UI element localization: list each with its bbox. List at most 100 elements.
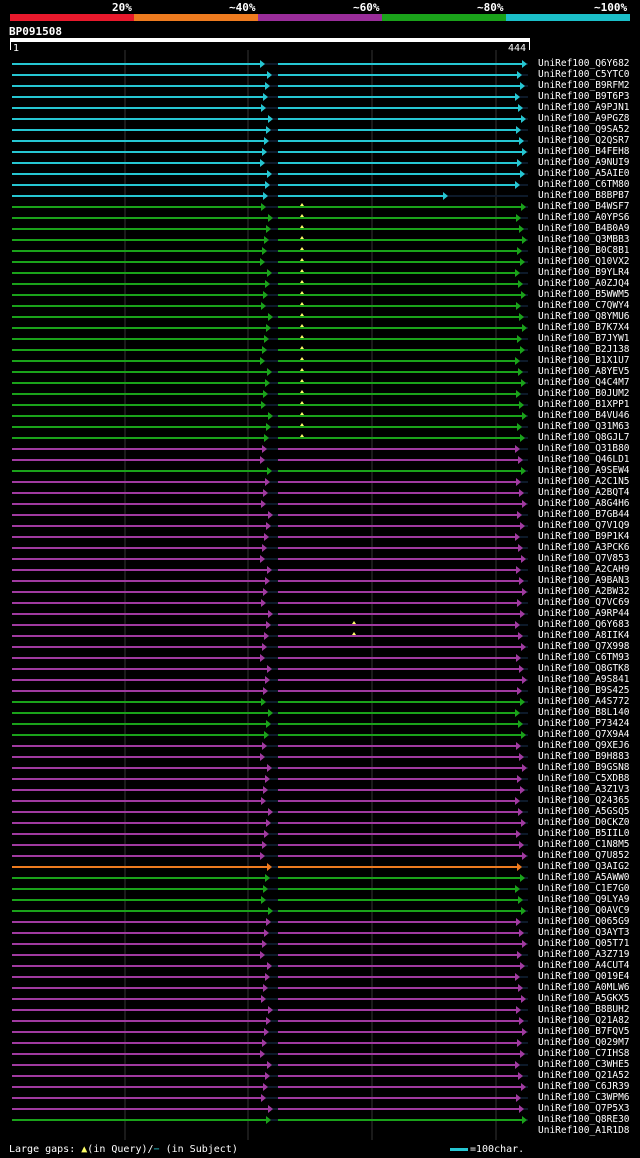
hit-label[interactable]: UniRef100_A8G4H6 <box>538 498 630 509</box>
hit-label[interactable]: UniRef100_A5GKX5 <box>538 993 630 1004</box>
query-gap-marker <box>300 269 304 272</box>
hit-label[interactable]: UniRef100_B8L140 <box>538 707 630 718</box>
hit-label[interactable]: UniRef100_D0CKZ0 <box>538 817 630 828</box>
hit-label[interactable]: UniRef100_B9T6P3 <box>538 91 630 102</box>
hit-label[interactable]: UniRef100_B2J138 <box>538 344 630 355</box>
hit-label[interactable]: UniRef100_A2BQT4 <box>538 487 630 498</box>
hit-label[interactable]: UniRef100_Q46LD1 <box>538 454 630 465</box>
hit-label[interactable]: UniRef100_P73424 <box>538 718 630 729</box>
hit-label[interactable]: UniRef100_B5WWM5 <box>538 289 630 300</box>
hit-label[interactable]: UniRef100_A0MLW6 <box>538 982 630 993</box>
hit-label[interactable]: UniRef100_A2CAH9 <box>538 564 630 575</box>
hit-label[interactable]: UniRef100_Q3AYT3 <box>538 927 630 938</box>
hit-label[interactable]: UniRef100_Q7X9A4 <box>538 729 630 740</box>
hit-label[interactable]: UniRef100_Q2QSR7 <box>538 135 630 146</box>
hit-label[interactable]: UniRef100_A9PGZ8 <box>538 113 630 124</box>
hit-label[interactable]: UniRef100_Q4C4M7 <box>538 377 630 388</box>
hit-arrow <box>521 291 526 299</box>
hit-label[interactable]: UniRef100_C5YTC0 <box>538 69 630 80</box>
hit-label[interactable]: UniRef100_B5IIL0 <box>538 828 630 839</box>
hit-label[interactable]: UniRef100_A0YPS6 <box>538 212 630 223</box>
hit-label[interactable]: UniRef100_B7K7X4 <box>538 322 630 333</box>
hit-label[interactable]: UniRef100_B1X1U7 <box>538 355 630 366</box>
hit-label[interactable]: UniRef100_C5XDB8 <box>538 773 630 784</box>
hit-label[interactable]: UniRef100_Q029M7 <box>538 1037 630 1048</box>
hit-label[interactable]: UniRef100_Q3MBB3 <box>538 234 630 245</box>
hit-label[interactable]: UniRef100_Q9LYA9 <box>538 894 630 905</box>
hit-label[interactable]: UniRef100_Q065G9 <box>538 916 630 927</box>
hit-label[interactable]: UniRef100_B7FQV5 <box>538 1026 630 1037</box>
hit-label[interactable]: UniRef100_Q24365 <box>538 795 630 806</box>
hit-label[interactable]: UniRef100_Q7VC69 <box>538 597 630 608</box>
hit-label[interactable]: UniRef100_B4WSF7 <box>538 201 630 212</box>
hit-label[interactable]: UniRef100_Q21A82 <box>538 1015 630 1026</box>
hit-label[interactable]: UniRef100_Q7U852 <box>538 850 630 861</box>
hit-label[interactable]: UniRef100_Q7V1Q9 <box>538 520 630 531</box>
hit-label[interactable]: UniRef100_Q05T71 <box>538 938 630 949</box>
hit-label[interactable]: UniRef100_C3WPM6 <box>538 1092 630 1103</box>
hit-label[interactable]: UniRef100_Q8GTK8 <box>538 663 630 674</box>
hit-label[interactable]: UniRef100_B9S425 <box>538 685 630 696</box>
hit-label[interactable]: UniRef100_A2BW32 <box>538 586 630 597</box>
hit-label[interactable]: UniRef100_A5AIE0 <box>538 168 630 179</box>
hit-label[interactable]: UniRef100_C6JR39 <box>538 1081 630 1092</box>
hit-label[interactable]: UniRef100_Q019E4 <box>538 971 630 982</box>
hit-label[interactable]: UniRef100_B9GSN8 <box>538 762 630 773</box>
hit-label[interactable]: UniRef100_Q6Y683 <box>538 619 630 630</box>
hit-label[interactable]: UniRef100_A8IIK4 <box>538 630 630 641</box>
hit-label[interactable]: UniRef100_B8BPB7 <box>538 190 630 201</box>
hit-label[interactable]: UniRef100_Q21A52 <box>538 1070 630 1081</box>
hit-label[interactable]: UniRef100_A3PCK6 <box>538 542 630 553</box>
hit-label[interactable]: UniRef100_A4S772 <box>538 696 630 707</box>
hit-label[interactable]: UniRef100_Q9SA52 <box>538 124 630 135</box>
hit-label[interactable]: UniRef100_B1XPP1 <box>538 399 630 410</box>
hit-label[interactable]: UniRef100_A9S841 <box>538 674 630 685</box>
hit-label[interactable]: UniRef100_B9H883 <box>538 751 630 762</box>
hit-label[interactable]: UniRef100_B4B0A9 <box>538 223 630 234</box>
hit-label[interactable]: UniRef100_C6TM93 <box>538 652 630 663</box>
hit-label[interactable]: UniRef100_A8YEV5 <box>538 366 630 377</box>
hit-label[interactable]: UniRef100_C1N8M5 <box>538 839 630 850</box>
hit-label[interactable]: UniRef100_A9PJN1 <box>538 102 630 113</box>
hit-label[interactable]: UniRef100_C3WHE5 <box>538 1059 630 1070</box>
hit-label[interactable]: UniRef100_A5GSQ5 <box>538 806 630 817</box>
hit-label[interactable]: UniRef100_B9YLR4 <box>538 267 630 278</box>
hit-label[interactable]: UniRef100_B0C8B1 <box>538 245 630 256</box>
hit-label[interactable]: UniRef100_A3Z719 <box>538 949 630 960</box>
hit-label[interactable]: UniRef100_Q8YMU6 <box>538 311 630 322</box>
hit-label[interactable]: UniRef100_A5AWW0 <box>538 872 630 883</box>
hit-label[interactable]: UniRef100_Q3AIG2 <box>538 861 630 872</box>
hit-label[interactable]: UniRef100_B8BUH2 <box>538 1004 630 1015</box>
hit-label[interactable]: UniRef100_B4FEH8 <box>538 146 630 157</box>
hit-label[interactable]: UniRef100_B9RFM2 <box>538 80 630 91</box>
hit-label[interactable]: UniRef100_Q6Y682 <box>538 58 630 69</box>
hit-label[interactable]: UniRef100_Q10VX2 <box>538 256 630 267</box>
hit-label[interactable]: UniRef100_B0JUM2 <box>538 388 630 399</box>
hit-label[interactable]: UniRef100_A0ZJQ4 <box>538 278 630 289</box>
hit-label[interactable]: UniRef100_Q8GJL7 <box>538 432 630 443</box>
hit-label[interactable]: UniRef100_Q7V853 <box>538 553 630 564</box>
hit-label[interactable]: UniRef100_A1R1D8 <box>538 1125 630 1136</box>
hit-label[interactable]: UniRef100_A9NUI9 <box>538 157 630 168</box>
hit-label[interactable]: UniRef100_A2C1N5 <box>538 476 630 487</box>
hit-label[interactable]: UniRef100_C7QWY4 <box>538 300 630 311</box>
hit-label[interactable]: UniRef100_Q9XEJ6 <box>538 740 630 751</box>
hit-label[interactable]: UniRef100_Q7P5X3 <box>538 1103 630 1114</box>
hit-label[interactable]: UniRef100_B7GB44 <box>538 509 630 520</box>
hit-label[interactable]: UniRef100_Q0AVC9 <box>538 905 630 916</box>
hit-label[interactable]: UniRef100_C6TM80 <box>538 179 630 190</box>
hit-label[interactable]: UniRef100_C7IHS8 <box>538 1048 630 1059</box>
hit-label[interactable]: UniRef100_B9P1K4 <box>538 531 630 542</box>
hit-label[interactable]: UniRef100_C1E7G0 <box>538 883 630 894</box>
hit-label[interactable]: UniRef100_A4CUT4 <box>538 960 630 971</box>
hit-label[interactable]: UniRef100_A9SEW4 <box>538 465 630 476</box>
hit-label[interactable]: UniRef100_A3Z1V3 <box>538 784 630 795</box>
hit-label[interactable]: UniRef100_A9BAN3 <box>538 575 630 586</box>
hit-label[interactable]: UniRef100_B4VU46 <box>538 410 630 421</box>
hit-label[interactable]: UniRef100_Q31B80 <box>538 443 630 454</box>
hit-label[interactable]: UniRef100_Q31M63 <box>538 421 630 432</box>
hit-label[interactable]: UniRef100_Q8RE30 <box>538 1114 630 1125</box>
hit-label[interactable]: UniRef100_B7JYW1 <box>538 333 630 344</box>
hit-label[interactable]: UniRef100_Q7X998 <box>538 641 630 652</box>
hit-label[interactable]: UniRef100_A9RP44 <box>538 608 630 619</box>
